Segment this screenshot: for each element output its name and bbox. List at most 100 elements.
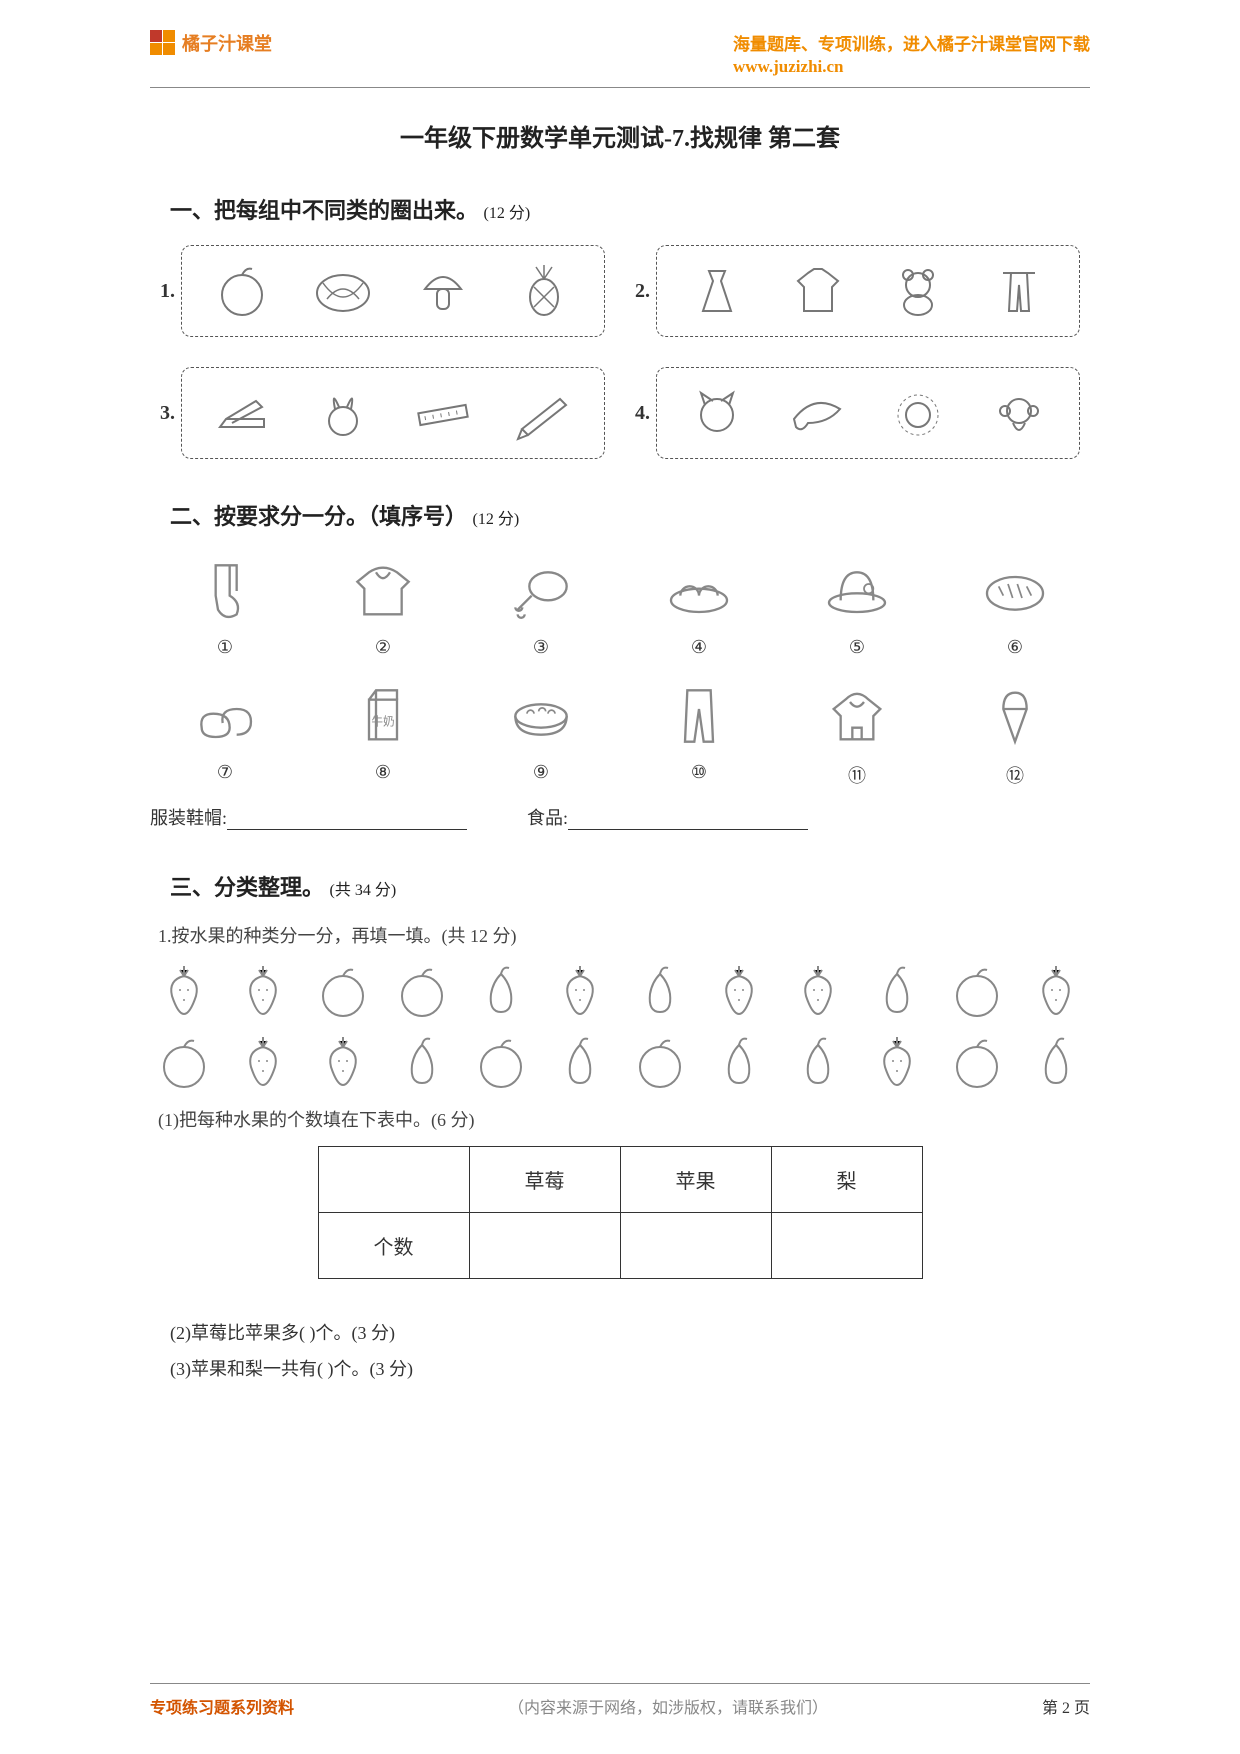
socks-icon [175, 551, 275, 631]
table-row-label: 个数 [318, 1213, 469, 1279]
pear-icon [709, 1033, 769, 1098]
pear-icon [392, 1033, 452, 1098]
cat-icon[interactable] [687, 383, 747, 443]
dumplings-icon [649, 551, 749, 631]
ruler-icon[interactable] [413, 383, 473, 443]
table-header-row: 草莓 苹果 梨 [318, 1147, 922, 1213]
hotpot-icon [491, 676, 591, 756]
sort-item: ⑩ [624, 676, 774, 788]
label-food: 食品: [527, 808, 568, 828]
table-cell-apple[interactable] [620, 1213, 771, 1279]
question-number: 4. [635, 402, 650, 425]
section-2-points: (12 分) [473, 511, 520, 528]
stapler-icon[interactable] [212, 383, 272, 443]
hoodie-icon [807, 676, 907, 756]
monkey-icon[interactable] [989, 383, 1049, 443]
blank-clothes[interactable] [227, 811, 467, 830]
section-2-grid: ① ② ③ ④ ⑤ ⑥ ⑦ ⑧ ⑨ ⑩ ⑪ ⑫ [150, 551, 1090, 788]
sort-index: ⑥ [940, 637, 1090, 658]
table-cell-pear[interactable] [771, 1213, 922, 1279]
fruit-row [150, 962, 1090, 1027]
teddy-bear-icon[interactable] [888, 261, 948, 321]
option-box [656, 245, 1080, 337]
section-2-head: 二、按要求分一分。（填序号） (12 分) [170, 499, 1090, 531]
question-cell: 1. [160, 245, 605, 337]
strawberry-icon [1026, 962, 1086, 1027]
option-box [656, 367, 1080, 459]
blouse-icon [333, 551, 433, 631]
pear-icon [1026, 1033, 1086, 1098]
section-1-grid: 1.2.3.4. [160, 245, 1080, 459]
pear-icon [867, 962, 927, 1027]
sort-item: ⑥ [940, 551, 1090, 658]
dolphin-icon[interactable] [788, 383, 848, 443]
header-tagline-block: 海量题库、专项训练，进入橘子汁课堂官网下载 www.juzizhi.cn [733, 30, 1090, 77]
section-3-points: (共 34 分) [330, 882, 397, 899]
lion-icon[interactable] [888, 383, 948, 443]
footer-center: （内容来源于网络，如涉版权，请联系我们） [294, 1694, 1042, 1718]
fruit-row [150, 1033, 1090, 1098]
section-2-fill-lines: 服装鞋帽: 食品: [150, 804, 1090, 830]
sort-item: ② [308, 551, 458, 658]
section-3-title: 三、分类整理。 [170, 875, 324, 900]
question-number: 1. [160, 280, 175, 303]
sort-index: ⑦ [150, 762, 300, 783]
sort-index: ⑫ [940, 762, 1090, 788]
brand-logo: 橘子汁课堂 [150, 30, 272, 56]
s3-q1-sub2: (2)草莓比苹果多( )个。(3 分) [170, 1319, 1090, 1345]
section-1-points: (12 分) [484, 205, 531, 222]
s3-q1-sub3: (3)苹果和梨一共有( )个。(3 分) [170, 1355, 1090, 1381]
pear-icon [788, 1033, 848, 1098]
page-footer: 专项练习题系列资料 （内容来源于网络，如涉版权，请联系我们） 第 2 页 [150, 1683, 1090, 1718]
label-clothes: 服装鞋帽: [150, 808, 227, 828]
ice-cream-icon [965, 676, 1065, 756]
mushroom-icon[interactable] [413, 261, 473, 321]
sort-index: ⑨ [466, 762, 616, 783]
s3-q1-sub1: (1)把每种水果的个数填在下表中。(6 分) [158, 1106, 1090, 1132]
fruit-count-table: 草莓 苹果 梨 个数 [318, 1146, 923, 1279]
section-2-title: 二、按要求分一分。（填序号） [170, 504, 467, 529]
apple-icon[interactable] [212, 261, 272, 321]
table-col-pear: 梨 [771, 1147, 922, 1213]
page-title: 一年级下册数学单元测试-7.找规律 第二套 [150, 118, 1090, 153]
pear-icon [550, 1033, 610, 1098]
sandals-icon [175, 676, 275, 756]
sort-item: ⑤ [782, 551, 932, 658]
header-url: www.juzizhi.cn [733, 57, 1090, 77]
pants-hanger-icon[interactable] [989, 261, 1049, 321]
blank-food[interactable] [568, 811, 808, 830]
sort-index: ⑪ [782, 762, 932, 788]
section-3-head: 三、分类整理。 (共 34 分) [170, 870, 1090, 902]
rabbit-icon[interactable] [313, 383, 373, 443]
shirt-icon[interactable] [788, 261, 848, 321]
apple-icon [630, 1033, 690, 1098]
pear-icon [630, 962, 690, 1027]
milk-box-icon [333, 676, 433, 756]
apple-icon [154, 1033, 214, 1098]
watermelon-icon[interactable] [313, 261, 373, 321]
dress-icon[interactable] [687, 261, 747, 321]
sort-index: ③ [466, 637, 616, 658]
sort-item: ③ [466, 551, 616, 658]
sort-index: ⑧ [308, 762, 458, 783]
sort-item: ⑨ [466, 676, 616, 788]
section-1-title: 一、把每组中不同类的圈出来。 [170, 198, 478, 223]
apple-icon [392, 962, 452, 1027]
hat-icon [807, 551, 907, 631]
pineapple-icon[interactable] [514, 261, 574, 321]
apple-icon [947, 962, 1007, 1027]
s3-q1-intro: 1.按水果的种类分一分，再填一填。(共 12 分) [158, 922, 1090, 948]
strawberry-icon [313, 1033, 373, 1098]
strawberry-icon [233, 962, 293, 1027]
sort-item: ⑫ [940, 676, 1090, 788]
strawberry-icon [550, 962, 610, 1027]
fruit-rows [150, 962, 1090, 1098]
strawberry-icon [154, 962, 214, 1027]
pencil-icon[interactable] [514, 383, 574, 443]
section-1-head: 一、把每组中不同类的圈出来。 (12 分) [170, 193, 1090, 225]
question-cell: 2. [635, 245, 1080, 337]
sort-item: ① [150, 551, 300, 658]
table-count-row: 个数 [318, 1213, 922, 1279]
page-header: 橘子汁课堂 海量题库、专项训练，进入橘子汁课堂官网下载 www.juzizhi.… [150, 30, 1090, 77]
table-cell-strawberry[interactable] [469, 1213, 620, 1279]
